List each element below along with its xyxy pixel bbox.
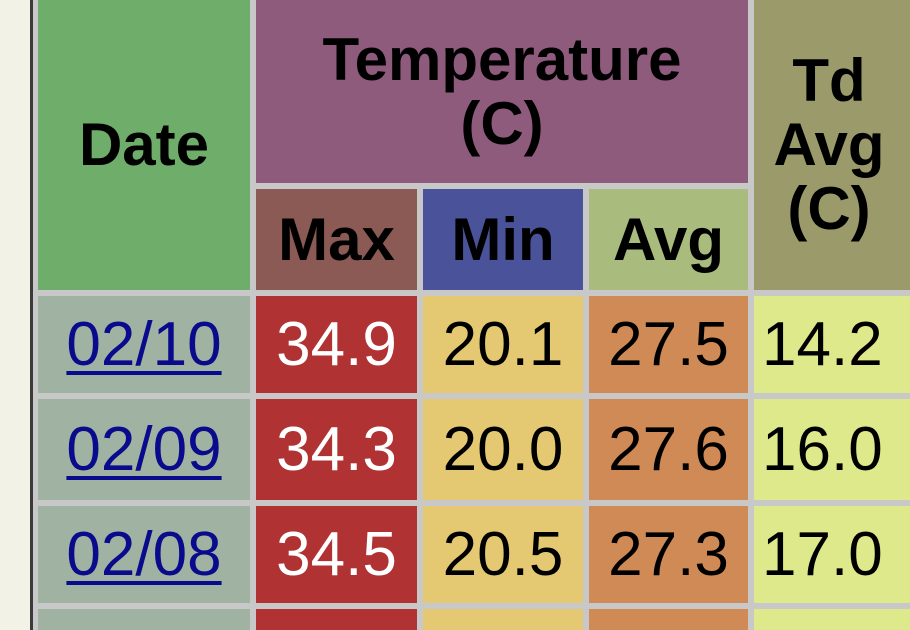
cell-text: 34.5 (276, 520, 397, 589)
table-cell: 20.1 (423, 296, 583, 393)
temperature-header-text: Temperature (C) (322, 25, 682, 157)
table-cell: 20.0 (423, 399, 583, 500)
cell-text: 27.5 (608, 310, 729, 379)
table-cell (256, 609, 417, 630)
date-link[interactable]: 02/10 (66, 310, 222, 379)
table-cell: 34.3 (256, 399, 417, 500)
table-cell: 20.5 (423, 506, 583, 603)
cell-text: 20.5 (442, 520, 564, 589)
table-cell: 02/10 (38, 296, 250, 393)
cell-text: 17.0 (762, 520, 883, 589)
cell-text: 16.0 (762, 415, 883, 484)
table-cell: 34.5 (256, 506, 417, 603)
min-header-text: Min (451, 205, 555, 273)
table-cell: 27.6 (589, 399, 748, 500)
td-avg-header-text: Td Avg (C) (773, 47, 885, 242)
table-cell: 02/09 (38, 399, 250, 500)
cell-text: 14.2 (762, 310, 883, 379)
date-link[interactable]: 02/09 (66, 415, 222, 484)
table-cell: 17.0 (754, 506, 910, 603)
cell-text: 34.9 (276, 310, 397, 379)
avg-header: Avg (589, 189, 748, 290)
temperature-header: Temperature (C) (256, 0, 748, 183)
date-header-text: Date (78, 111, 210, 178)
cell-text: 34.3 (276, 415, 397, 484)
table-cell: 27.3 (589, 506, 748, 603)
cell-text: 27.3 (608, 520, 729, 589)
avg-header-text: Avg (612, 205, 725, 273)
date-link[interactable]: 02/08 (66, 520, 222, 589)
table-cell (754, 609, 910, 630)
max-header-text: Max (278, 205, 395, 273)
cell-text: 20.1 (442, 310, 564, 379)
max-header: Max (256, 189, 417, 290)
cell-text: 27.6 (608, 415, 729, 484)
table-cell (589, 609, 748, 630)
table-cell: 16.0 (754, 399, 910, 500)
date-header: Date (38, 0, 250, 290)
table-cell (423, 609, 583, 630)
table-cell: 27.5 (589, 296, 748, 393)
table-cell: 34.9 (256, 296, 417, 393)
min-header: Min (423, 189, 583, 290)
left-edge (30, 0, 33, 630)
table-cell: 02/08 (38, 506, 250, 603)
cell-text: 20.0 (442, 415, 564, 484)
td-avg-header: Td Avg (C) (754, 0, 910, 290)
table-cell: 14.2 (754, 296, 910, 393)
table-cell (38, 609, 250, 630)
